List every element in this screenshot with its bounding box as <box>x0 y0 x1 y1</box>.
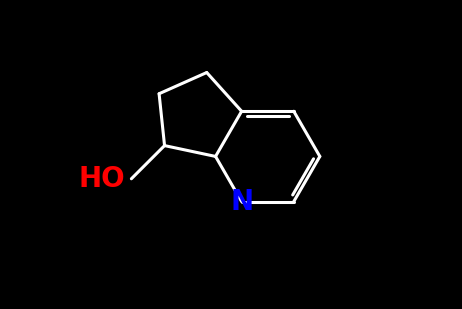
Text: N: N <box>230 188 253 216</box>
Text: HO: HO <box>79 165 126 193</box>
